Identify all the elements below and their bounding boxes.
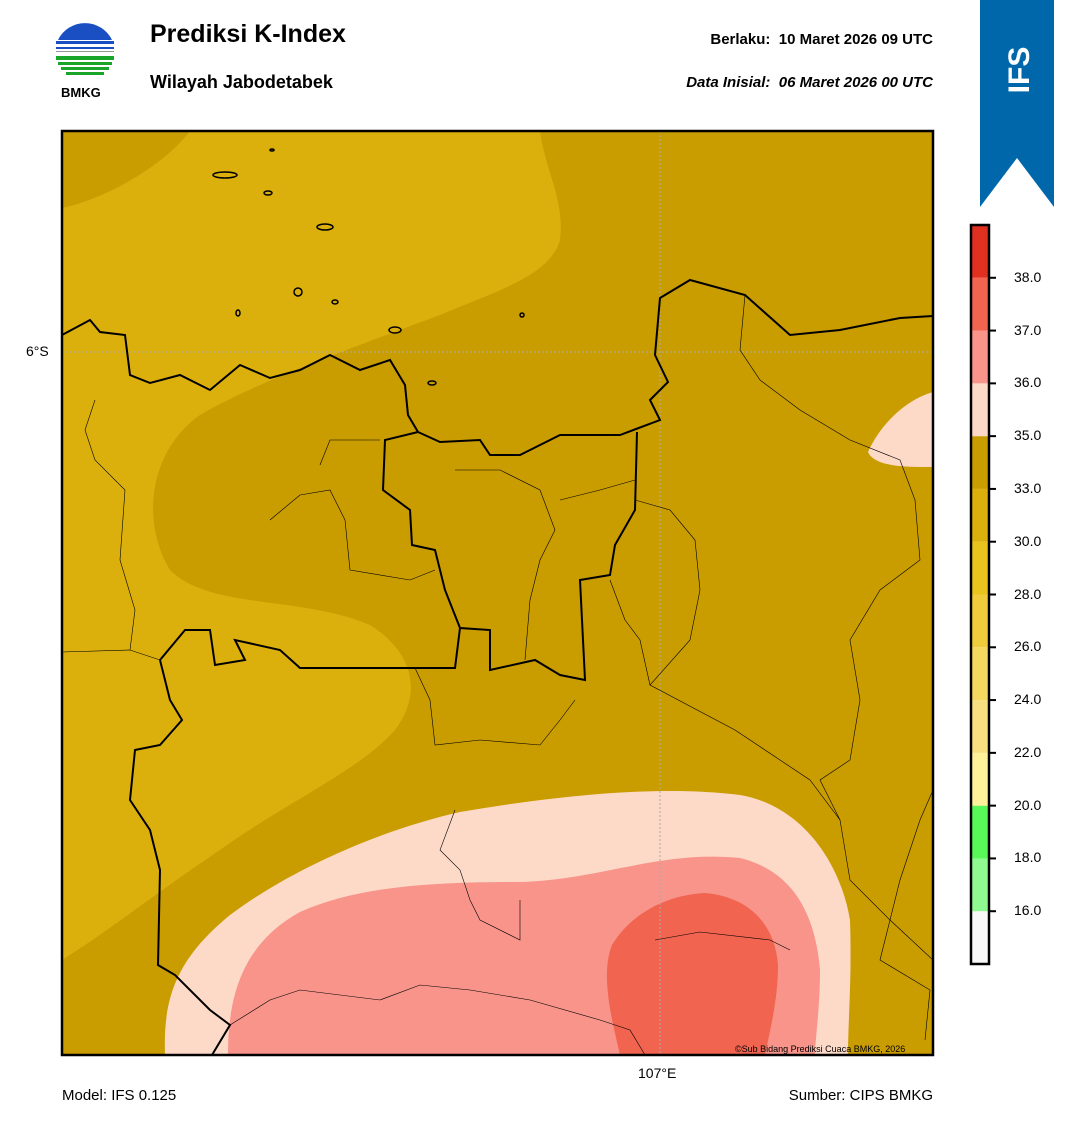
district-borders: [62, 294, 933, 1055]
bmkg-logo: [55, 20, 115, 80]
province-border: [159, 627, 461, 669]
init-time: Data Inisial: 06 Maret 2026 00 UTC: [686, 74, 933, 91]
contour-35-36-east: [868, 392, 933, 467]
ifs-ribbon: [980, 0, 1054, 207]
colorbar-segment: [971, 911, 989, 964]
copyright: ©Sub Bidang Prediksi Cuaca BMKG, 2026: [735, 1044, 906, 1054]
colorbar: [969, 223, 996, 966]
colorbar-segment: [971, 488, 989, 542]
colorbar-label: 22.0: [1014, 743, 1042, 760]
colorbar-segment: [971, 383, 989, 437]
footer-source: Sumber: CIPS BMKG: [788, 1087, 933, 1104]
colorbar-label: 37.0: [1014, 321, 1042, 338]
coastline: [62, 278, 933, 456]
colorbar-segment: [971, 225, 989, 278]
colorbar-label: 38.0: [1014, 268, 1042, 285]
colorbar-label: 33.0: [1014, 479, 1042, 496]
province-border: [381, 431, 638, 682]
logo-text: BMKG: [61, 85, 101, 100]
colorbar-label: 36.0: [1014, 374, 1042, 391]
colorbar-label: 30.0: [1014, 532, 1042, 549]
footer-model: Model: IFS 0.125: [62, 1087, 177, 1104]
valid-label: Berlaku:: [710, 31, 771, 48]
lon-label: 107°E: [638, 1065, 677, 1081]
page-title: Prediksi K-Index: [150, 20, 346, 48]
valid-value: 10 Maret 2026 09 UTC: [778, 31, 933, 48]
contour-37-38: [606, 893, 778, 1055]
colorbar-label: 35.0: [1014, 427, 1042, 444]
province-border: [128, 659, 232, 1055]
colorbar-segment: [971, 805, 989, 859]
islands: [212, 148, 525, 386]
colorbar-segment: [971, 541, 989, 595]
init-value: 06 Maret 2026 00 UTC: [778, 74, 933, 91]
colorbar-segment: [971, 330, 989, 384]
colorbar-segment: [971, 752, 989, 806]
colorbar-label: 26.0: [1014, 638, 1042, 655]
colorbar-segment: [971, 647, 989, 701]
colorbar-label: 16.0: [1014, 902, 1042, 919]
colorbar-label: 24.0: [1014, 691, 1042, 708]
init-label: Data Inisial:: [686, 74, 771, 91]
colorbar-segment: [971, 594, 989, 648]
lat-label: 6°S: [26, 343, 49, 359]
colorbar-segment: [971, 858, 989, 912]
map-frame: [60, 129, 935, 1057]
page-subtitle: Wilayah Jabodetabek: [150, 72, 333, 92]
contour-30-33: [62, 131, 561, 960]
colorbar-label: 20.0: [1014, 796, 1042, 813]
colorbar-label: 28.0: [1014, 585, 1042, 602]
colorbar-label: 18.0: [1014, 849, 1042, 866]
colorbar-segment: [971, 700, 989, 753]
valid-time: Berlaku: 10 Maret 2026 09 UTC: [710, 31, 933, 48]
colorbar-segment: [971, 436, 989, 489]
colorbar-segment: [971, 277, 989, 331]
